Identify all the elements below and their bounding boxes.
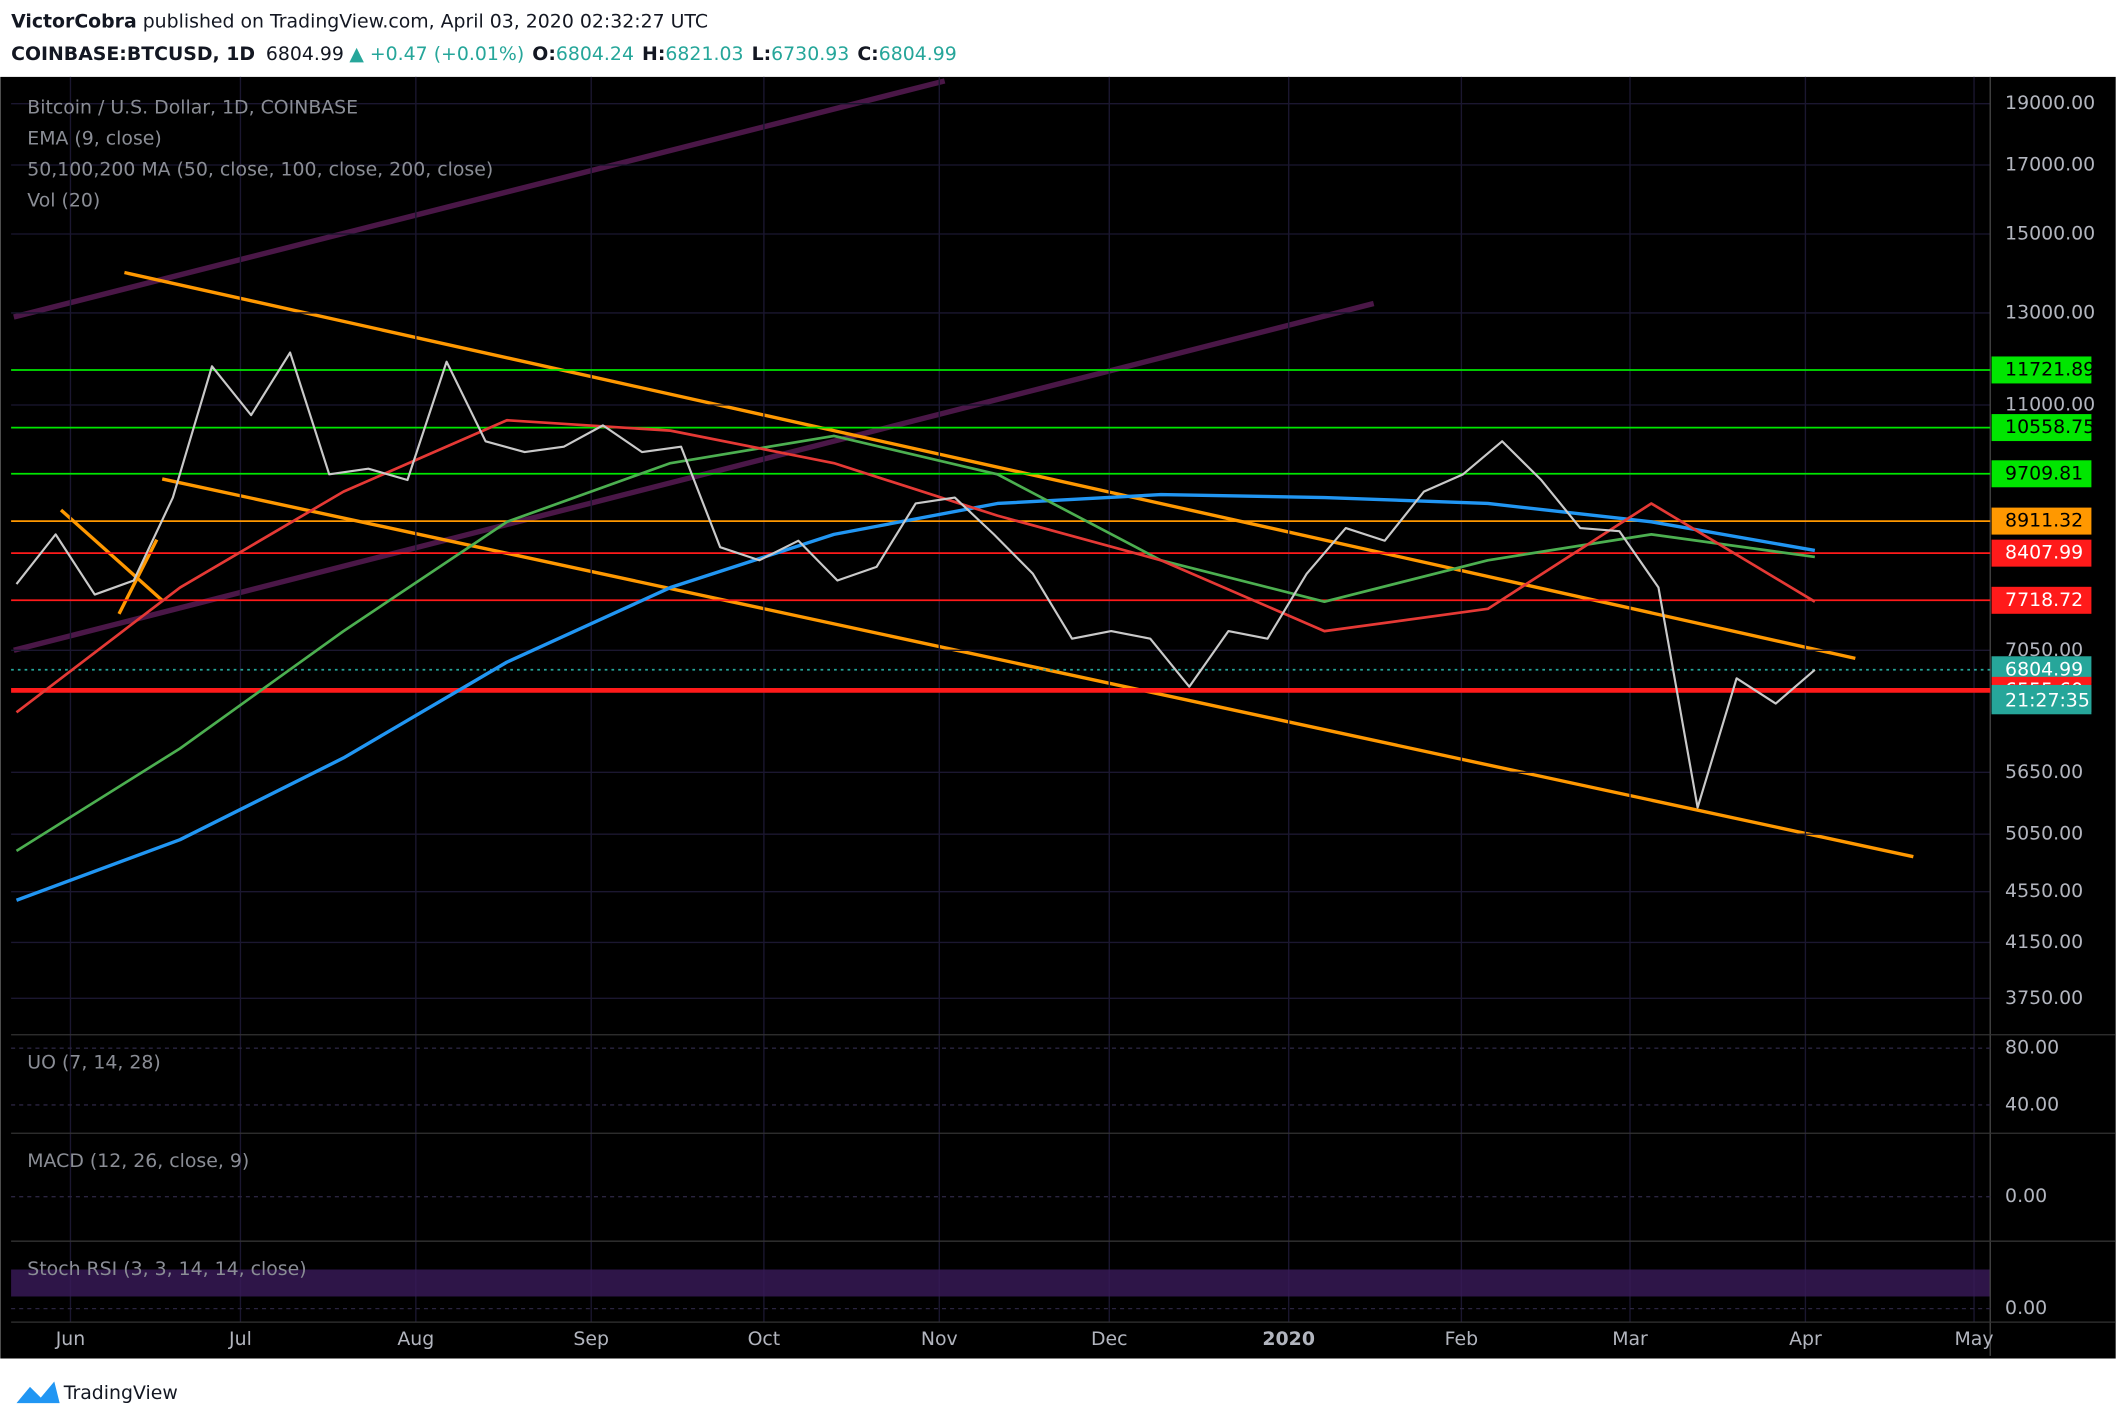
published: published on TradingView.com, April 03, … (137, 10, 708, 32)
level-label: 6804.99 (2005, 658, 2083, 680)
stoch-band (11, 1269, 1991, 1297)
level-label: 9709.81 (2005, 462, 2083, 484)
header-bg (0, 0, 2116, 77)
ohlc-value: 6730.93 (771, 42, 849, 64)
y-tick-label: 13000.00 (2005, 301, 2095, 323)
ohlc-label: O: (532, 42, 556, 64)
level-label: 8911.32 (2005, 510, 2083, 532)
x-tick-label: Aug (397, 1328, 434, 1350)
level-label: 7718.72 (2005, 589, 2083, 611)
footer-bg (0, 1358, 2116, 1426)
last-price: 6804.99 (266, 42, 344, 64)
countdown: 21:27:35 (2005, 689, 2090, 711)
quote-line: COINBASE:BTCUSD, 1D 6804.99 ▲ +0.47 (+0.01… (11, 42, 957, 64)
x-tick-label: May (1955, 1328, 1994, 1350)
legend-entry: Bitcoin / U.S. Dollar, 1D, COINBASE (27, 96, 358, 118)
countdown-tag (1991, 687, 2092, 715)
legend-entry: 50,100,200 MA (50, close, 100, close, 20… (27, 158, 493, 180)
pane-title: UO (7, 14, 28) (27, 1052, 160, 1074)
x-tick-label: Sep (573, 1328, 609, 1350)
ohlc-value: 6804.99 (879, 42, 957, 64)
ohlc-value: 6821.03 (665, 42, 743, 64)
level-tag (1991, 414, 2092, 442)
level-label: 11721.89 (2005, 358, 2095, 380)
x-tick-label: Mar (1612, 1328, 1648, 1350)
x-tick-label: 2020 (1262, 1328, 1315, 1350)
x-tick-label: Jul (228, 1328, 252, 1350)
series-line (15, 434, 1816, 853)
y-tick-label: 7050.00 (2005, 639, 2083, 661)
ohlc-label: H: (642, 42, 665, 64)
ohlc-value: 6804.24 (556, 42, 634, 64)
chart-bg (0, 76, 2116, 1359)
y-tick-label: 5650.00 (2005, 761, 2083, 783)
level-tag (1991, 460, 2092, 488)
pane-tick-label: 40.00 (2005, 1093, 2059, 1115)
level-tag (1991, 507, 2092, 535)
pane-tick-label: 0.00 (2005, 1297, 2047, 1319)
level-label: 10558.75 (2005, 416, 2095, 438)
x-tick-label: Jun (55, 1328, 86, 1350)
level-tag (1991, 356, 2092, 384)
change: ▲ +0.47 (+0.01%) (349, 42, 524, 64)
level-tag (1991, 539, 2092, 567)
y-tick-label: 19000.00 (2005, 92, 2095, 114)
brand: TradingView (63, 1382, 178, 1404)
author: VictorCobra (11, 10, 137, 32)
ohlc-label: C: (857, 42, 878, 64)
orange-trendline (59, 508, 164, 602)
orange-trendline (117, 538, 159, 615)
level-tag (1991, 586, 2092, 614)
y-tick-label: 5050.00 (2005, 823, 2083, 845)
ohlc-label: L: (752, 42, 772, 64)
x-tick-label: Nov (921, 1328, 958, 1350)
y-tick-label: 3750.00 (2005, 987, 2083, 1009)
logo (16, 1381, 60, 1404)
y-tick-label: 4150.00 (2005, 931, 2083, 953)
pane-title: Stoch RSI (3, 3, 14, 14, close) (27, 1258, 306, 1280)
level-label: 8407.99 (2005, 542, 2083, 564)
series-line (15, 351, 1816, 809)
legend-entry: EMA (9, close) (27, 127, 161, 149)
series-line (15, 492, 1816, 902)
y-tick-label: 11000.00 (2005, 394, 2095, 416)
orange-trendline (161, 477, 1914, 859)
x-tick-label: Feb (1445, 1328, 1478, 1350)
orange-trendline (124, 270, 1856, 661)
purple-trendline (13, 78, 946, 320)
symbol: COINBASE:BTCUSD, 1D (11, 42, 255, 64)
y-tick-label: 17000.00 (2005, 154, 2095, 176)
pane-title: MACD (12, 26, close, 9) (27, 1150, 249, 1172)
x-tick-label: Oct (748, 1328, 781, 1350)
header-line: VictorCobra published on TradingView.com… (11, 10, 708, 32)
pane-tick-label: 0.00 (2005, 1185, 2047, 1207)
logo-mark (16, 1381, 60, 1404)
series-line (15, 418, 1816, 714)
legend-entry: Vol (20) (27, 190, 100, 212)
y-tick-label: 4550.00 (2005, 880, 2083, 902)
x-tick-label: Apr (1789, 1328, 1822, 1350)
pane-tick-label: 80.00 (2005, 1037, 2059, 1059)
y-tick-label: 15000.00 (2005, 223, 2095, 245)
x-tick-label: Dec (1091, 1328, 1128, 1350)
